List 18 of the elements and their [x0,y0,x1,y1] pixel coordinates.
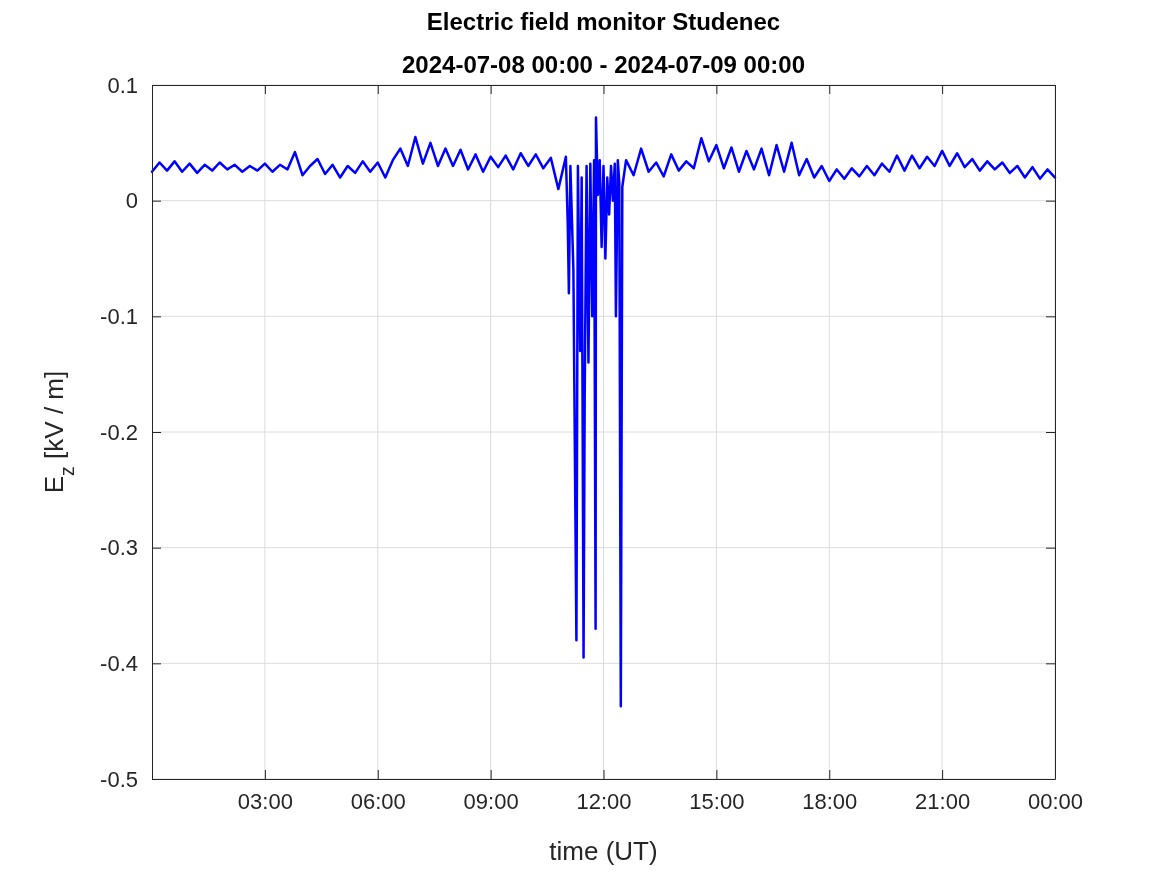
x-tick-label: 15:00 [689,788,745,814]
y-tick-label: -0.4 [100,650,138,676]
y-tick-label: -0.5 [100,766,138,792]
y-tick-label: -0.3 [100,535,138,561]
y-tick-label: 0 [125,188,138,214]
chart-title: Electric field monitor Studenec [426,8,781,35]
x-tick-label: 09:00 [463,788,519,814]
x-tick-label: 06:00 [350,788,406,814]
x-axis-title: time (UT) [549,836,658,866]
x-tick-label: 18:00 [802,788,858,814]
y-tick-label: -0.2 [100,419,138,445]
x-tick-label: 00:00 [1027,788,1084,814]
y-tick-label: -0.1 [100,303,138,329]
x-tick-label: 03:00 [237,788,293,814]
y-tick-label: 0.1 [107,72,138,98]
x-tick-label: 21:00 [915,788,971,814]
x-tick-label: 12:00 [576,788,632,814]
chart-subtitle: 2024-07-08 00:00 - 2024-07-09 00:00 [402,51,805,78]
